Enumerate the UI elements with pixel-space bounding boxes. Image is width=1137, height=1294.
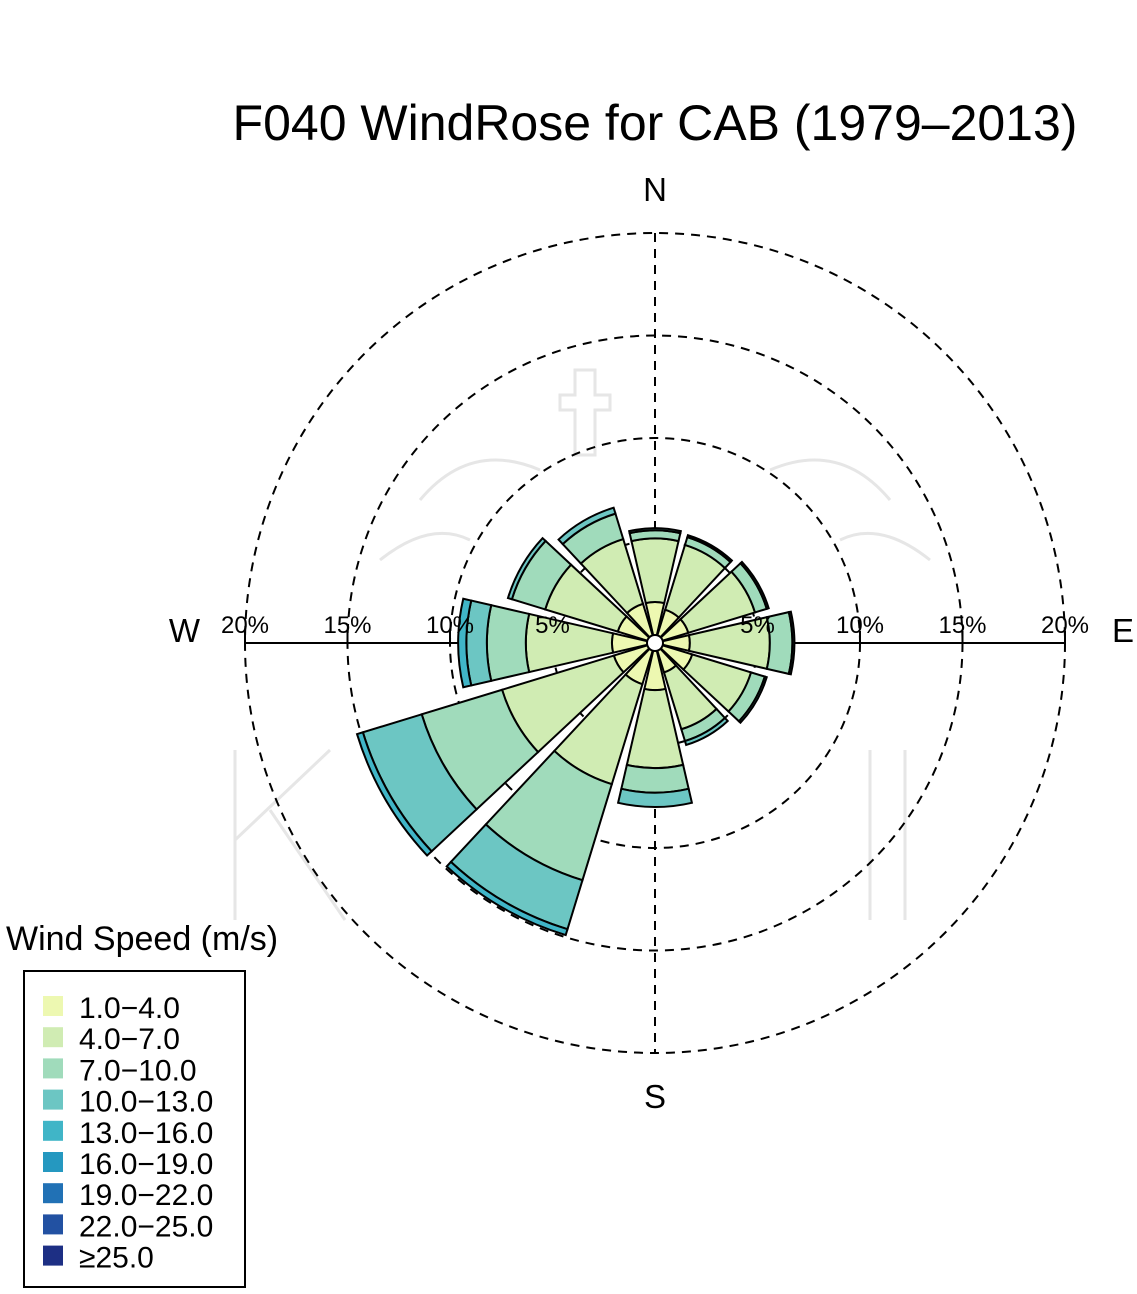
legend-swatch <box>43 1245 63 1266</box>
legend-swatch <box>43 1183 63 1204</box>
legend-label: 22.0−25.0 <box>79 1210 213 1243</box>
compass-west-label: W <box>169 612 201 649</box>
sector-270-bin-4 <box>457 597 473 689</box>
tick-label-15: 15% <box>938 612 986 639</box>
legend-label: 7.0−10.0 <box>79 1054 197 1087</box>
compass-north-label: N <box>643 171 667 208</box>
sector-150-bin-3 <box>683 716 730 747</box>
legend-swatch <box>43 1027 63 1048</box>
sector-270 <box>457 597 656 689</box>
legend-label: 19.0−22.0 <box>79 1179 213 1212</box>
sector-30 <box>654 533 734 644</box>
tick-label-10: 10% <box>836 612 884 639</box>
sector-240 <box>355 642 656 857</box>
legend-label: 1.0−4.0 <box>79 992 180 1025</box>
sector-30-bin-3 <box>686 533 734 564</box>
sector-240-bin-4 <box>355 731 434 857</box>
sector-210-bin-4 <box>445 860 569 937</box>
sector-60-bin-3 <box>739 560 770 611</box>
sector-0 <box>627 527 683 644</box>
legend-label: 13.0−16.0 <box>79 1117 213 1150</box>
sector-330 <box>557 506 656 644</box>
chart-title: F040 WindRose for CAB (1979–2013) <box>233 95 1078 151</box>
tick-label-10: 10% <box>426 612 474 639</box>
sector-90 <box>654 610 796 676</box>
sector-300 <box>506 536 656 644</box>
sector-120 <box>654 642 768 725</box>
radial-tick-labels: 5% 5% 10% 10% 15% 15% 20% 20% <box>221 612 1089 639</box>
legend-swatch <box>43 1152 63 1172</box>
sector-90-bin-3 <box>787 610 796 676</box>
tick-label-5: 5% <box>535 612 570 639</box>
sector-180-bin-3 <box>616 787 694 808</box>
legend-swatch <box>43 1058 63 1079</box>
sector-150 <box>654 642 730 747</box>
sector-330-bin-3 <box>557 506 617 546</box>
watermark-logo <box>233 368 931 921</box>
legend: Wind Speed (m/s) 1.0−4.04.0−7.07.0−10.01… <box>6 920 278 1288</box>
tick-label-15: 15% <box>323 612 371 639</box>
legend-swatch <box>43 1120 63 1141</box>
compass-east-label: E <box>1112 612 1134 649</box>
legend-label: ≥25.0 <box>79 1242 154 1275</box>
legend-title: Wind Speed (m/s) <box>6 920 278 958</box>
wind-sectors <box>355 506 796 937</box>
sector-270-bin-2 <box>485 603 531 683</box>
sector-60 <box>654 560 770 644</box>
legend-swatch <box>43 996 63 1016</box>
sector-120-bin-3 <box>737 675 768 725</box>
legend-swatch <box>43 1089 63 1110</box>
tick-label-5: 5% <box>740 612 775 639</box>
sector-180 <box>616 642 694 808</box>
tick-label-20: 20% <box>221 612 269 639</box>
sector-0-bin-3 <box>627 527 683 535</box>
legend-swatch <box>43 1214 63 1235</box>
sector-210 <box>445 642 656 937</box>
calm-center <box>646 634 664 652</box>
legend-label: 4.0−7.0 <box>79 1023 180 1056</box>
sector-300-bin-3 <box>506 536 547 601</box>
compass-south-label: S <box>644 1078 666 1115</box>
tick-label-20: 20% <box>1041 612 1089 639</box>
legend-label: 10.0−13.0 <box>79 1086 213 1119</box>
sector-180-bin-2 <box>620 763 690 794</box>
legend-items: 1.0−4.04.0−7.07.0−10.010.0−13.013.0−16.0… <box>43 992 213 1275</box>
legend-label: 16.0−19.0 <box>79 1148 213 1181</box>
